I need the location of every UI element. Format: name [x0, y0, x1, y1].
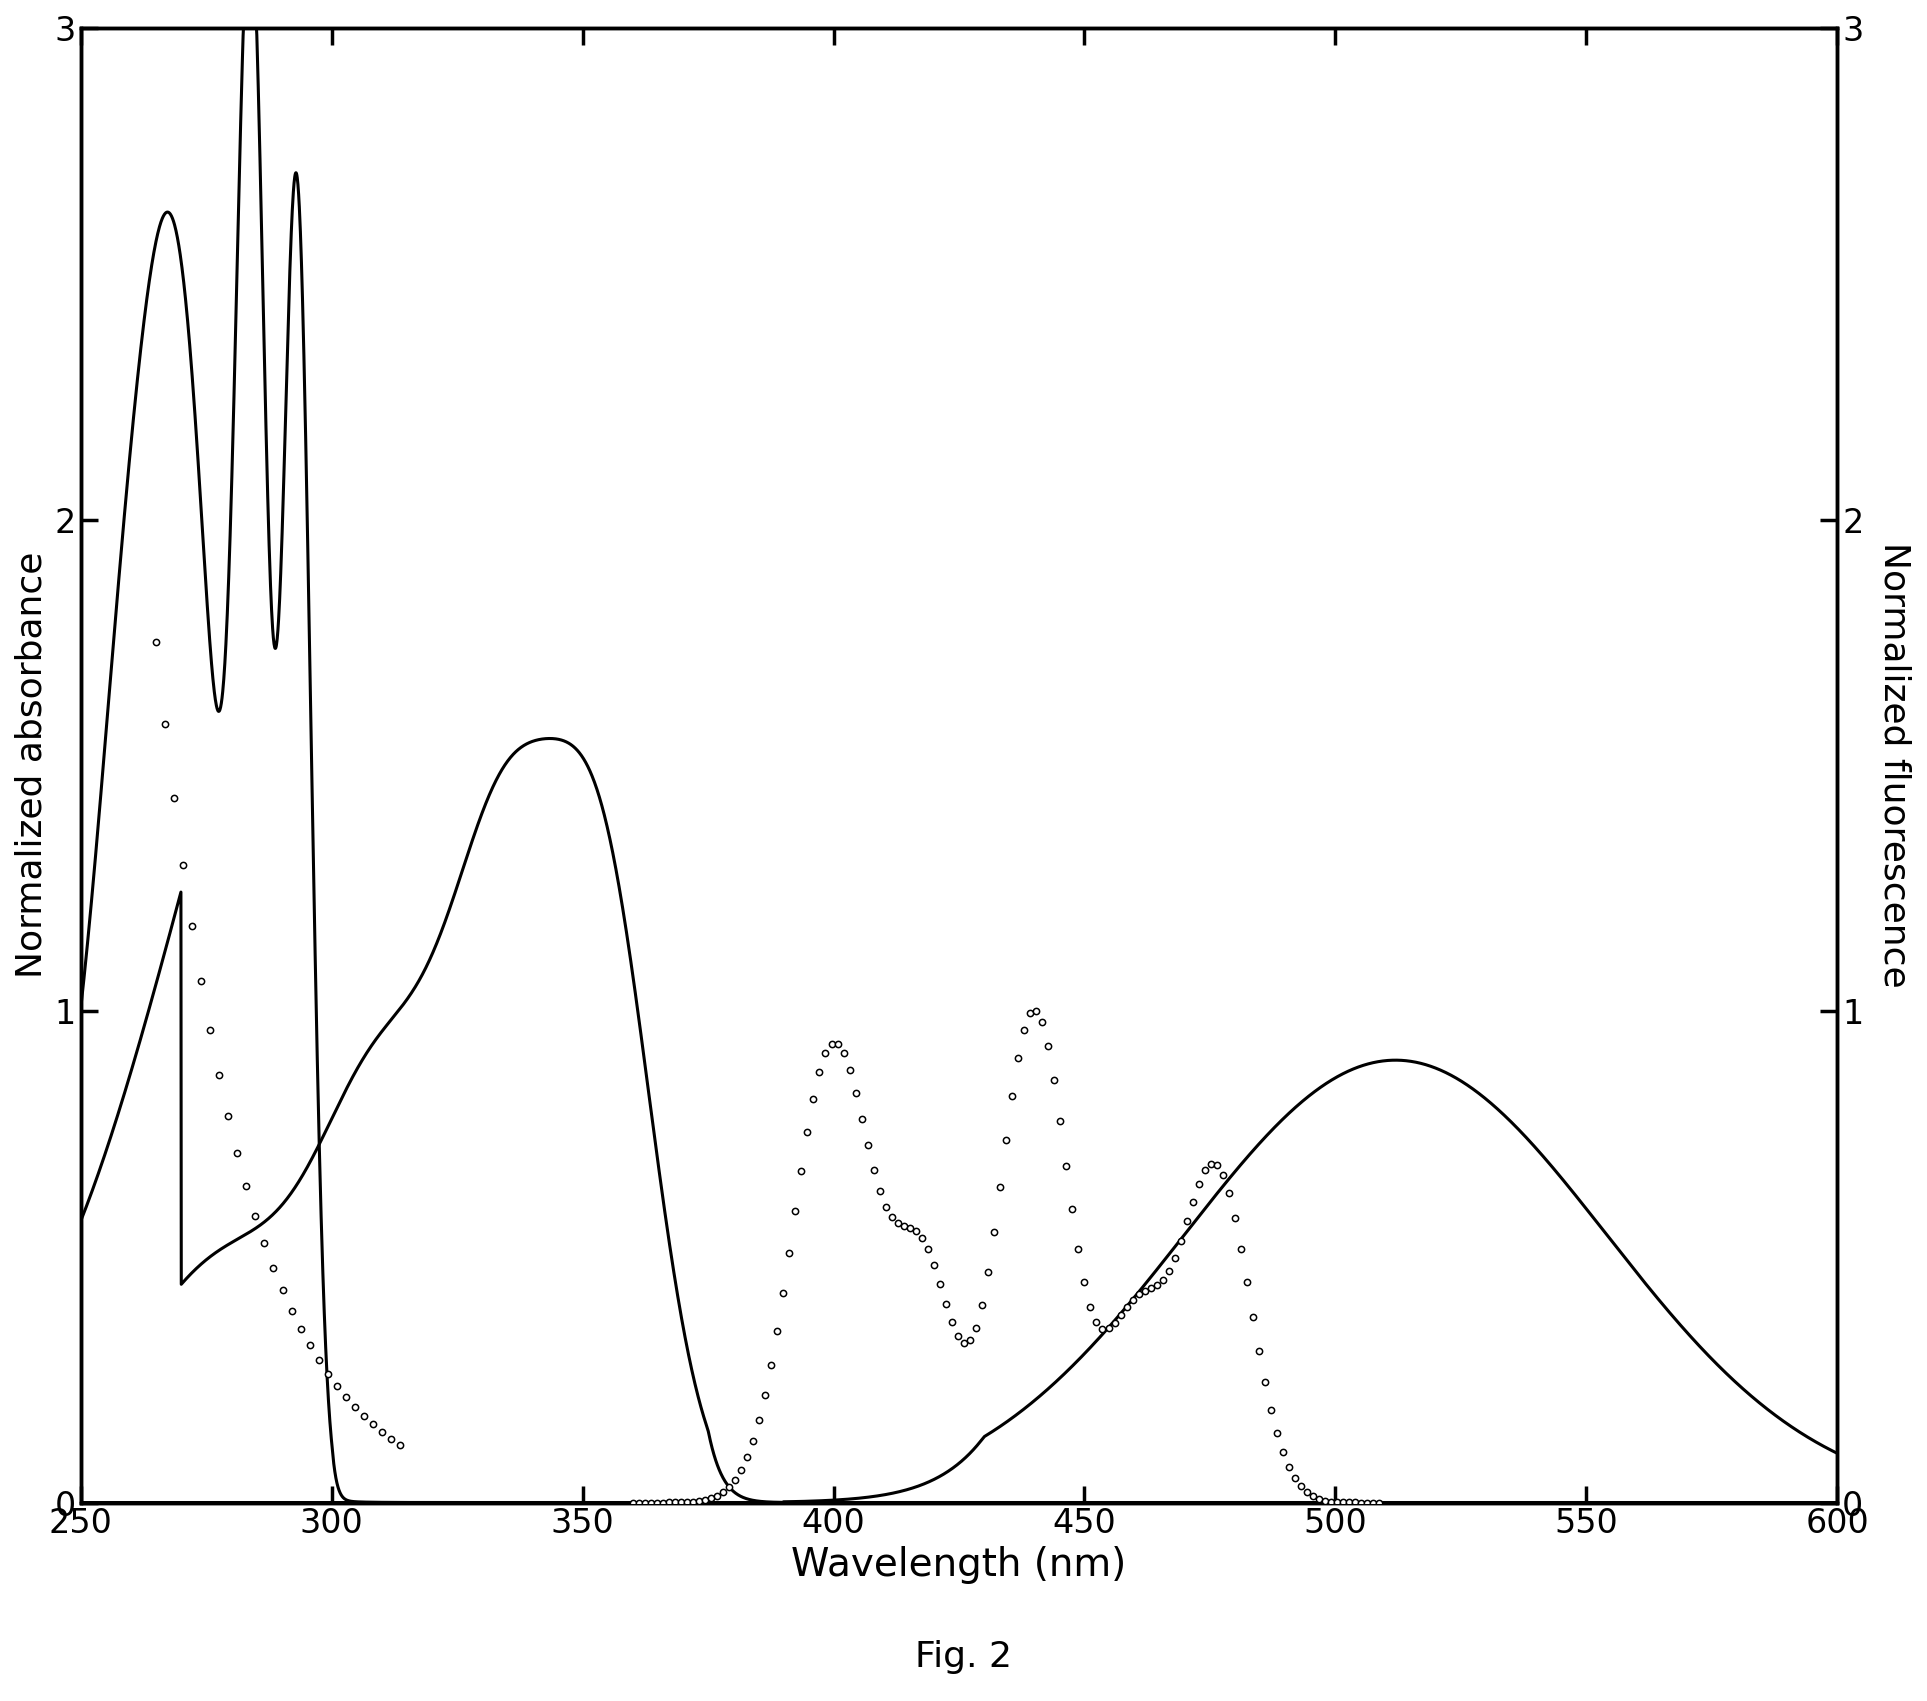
- Text: Fig. 2: Fig. 2: [915, 1640, 1012, 1674]
- Y-axis label: Normalized absorbance: Normalized absorbance: [15, 553, 48, 978]
- Y-axis label: Normalized fluorescence: Normalized fluorescence: [1879, 543, 1912, 988]
- X-axis label: Wavelength (nm): Wavelength (nm): [792, 1546, 1127, 1584]
